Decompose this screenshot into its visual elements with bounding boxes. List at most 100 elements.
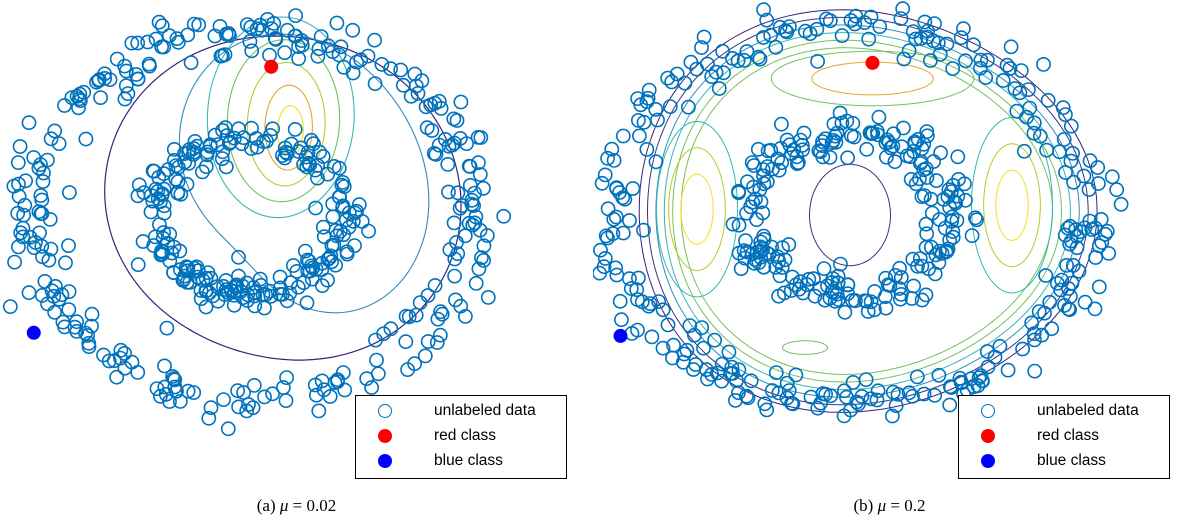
- unlabeled-point: [464, 179, 477, 192]
- unlabeled-point: [860, 373, 873, 386]
- unlabeled-point: [312, 404, 325, 417]
- unlabeled-point: [369, 77, 382, 90]
- unlabeled-point: [1079, 296, 1092, 309]
- unlabeled-point: [860, 143, 873, 156]
- unlabeled-point: [957, 22, 970, 35]
- unlabeled-point: [914, 252, 927, 265]
- contour-ring: [681, 48, 1053, 375]
- unlabeled-point: [1001, 59, 1014, 72]
- unlabeled-point: [118, 60, 131, 73]
- legend-label: red class: [434, 427, 496, 445]
- unlabeled-point: [820, 12, 833, 25]
- unlabeled-point: [153, 218, 166, 231]
- unlabeled-point: [907, 25, 920, 38]
- unlabeled-point: [441, 158, 454, 171]
- unlabeled-point: [966, 229, 979, 242]
- unlabeled-point: [932, 369, 945, 382]
- caption-prefix: (a): [257, 496, 276, 515]
- unlabeled-point: [59, 256, 72, 269]
- hollow-circle-icon: [378, 404, 392, 418]
- unlabeled-point: [48, 124, 61, 137]
- unlabeled-point: [312, 42, 325, 55]
- unlabeled-point: [346, 24, 359, 37]
- unlabeled-point: [394, 63, 407, 76]
- red-class-point: [264, 60, 278, 74]
- unlabeled-point: [58, 99, 71, 112]
- unlabeled-point: [997, 74, 1010, 87]
- legend-label: blue class: [1037, 452, 1106, 470]
- unlabeled-point: [153, 16, 166, 29]
- unlabeled-point: [22, 286, 35, 299]
- unlabeled-point: [649, 155, 662, 168]
- unlabeled-point: [232, 400, 245, 413]
- unlabeled-point: [131, 366, 144, 379]
- unlabeled-point: [1093, 280, 1106, 293]
- caption-a: (a) μ = 0.02: [0, 496, 593, 516]
- unlabeled-point: [425, 124, 438, 137]
- red-dot-icon: [981, 429, 995, 443]
- unlabeled-point: [414, 296, 427, 309]
- unlabeled-point: [695, 321, 708, 334]
- caption-value: = 0.02: [293, 496, 337, 515]
- unlabeled-point: [448, 216, 461, 229]
- unlabeled-point: [713, 82, 726, 95]
- contour-lobe: [783, 341, 828, 355]
- unlabeled-point: [258, 390, 271, 403]
- legend-entry-unlabeled: unlabeled data: [356, 399, 566, 423]
- legend-label: blue class: [434, 452, 503, 470]
- unlabeled-point: [687, 363, 700, 376]
- unlabeled-point: [1088, 302, 1101, 315]
- unlabeled-point: [838, 306, 851, 319]
- mu-symbol: μ: [878, 496, 887, 515]
- unlabeled-point: [94, 91, 107, 104]
- unlabeled-point: [1037, 58, 1050, 71]
- unlabeled-point: [243, 35, 256, 48]
- unlabeled-point: [4, 300, 17, 313]
- unlabeled-point: [132, 258, 145, 271]
- unlabeled-points: [4, 9, 511, 435]
- unlabeled-point: [614, 295, 627, 308]
- unlabeled-point: [470, 277, 483, 290]
- unlabeled-point: [1093, 239, 1106, 252]
- unlabeled-point: [1053, 145, 1066, 158]
- unlabeled-point: [228, 299, 241, 312]
- unlabeled-point: [370, 354, 383, 367]
- unlabeled-point: [289, 9, 302, 22]
- unlabeled-point: [1040, 144, 1053, 157]
- caption-value: = 0.2: [890, 496, 925, 515]
- unlabeled-point: [326, 210, 339, 223]
- unlabeled-point: [8, 256, 21, 269]
- unlabeled-point: [596, 177, 609, 190]
- unlabeled-point: [442, 185, 455, 198]
- unlabeled-point: [841, 151, 854, 164]
- unlabeled-point: [617, 129, 630, 142]
- unlabeled-point: [316, 279, 329, 292]
- unlabeled-point: [422, 335, 435, 348]
- unlabeled-point: [896, 2, 909, 15]
- unlabeled-point: [421, 121, 434, 134]
- legend-entry-red: red class: [356, 424, 566, 448]
- unlabeled-point: [623, 214, 636, 227]
- legend-entry-blue: blue class: [959, 449, 1169, 473]
- unlabeled-point: [362, 225, 375, 238]
- unlabeled-point: [279, 394, 292, 407]
- unlabeled-point: [848, 17, 861, 30]
- unlabeled-point: [775, 156, 788, 169]
- unlabeled-point: [811, 55, 824, 68]
- unlabeled-point: [769, 41, 782, 54]
- unlabeled-point: [114, 344, 127, 357]
- unlabeled-point: [872, 111, 885, 124]
- unlabeled-point: [1016, 342, 1029, 355]
- contour-lobe: [669, 148, 726, 271]
- unlabeled-point: [770, 366, 783, 379]
- unlabeled-point: [897, 121, 910, 134]
- legend-label: unlabeled data: [434, 402, 536, 420]
- unlabeled-point: [472, 156, 485, 169]
- unlabeled-point: [1091, 161, 1104, 174]
- legend-label: red class: [1037, 427, 1099, 445]
- legend-entry-red: red class: [959, 424, 1169, 448]
- unlabeled-point: [22, 116, 35, 129]
- unlabeled-point: [951, 150, 964, 163]
- unlabeled-point: [217, 393, 230, 406]
- unlabeled-point: [454, 95, 467, 108]
